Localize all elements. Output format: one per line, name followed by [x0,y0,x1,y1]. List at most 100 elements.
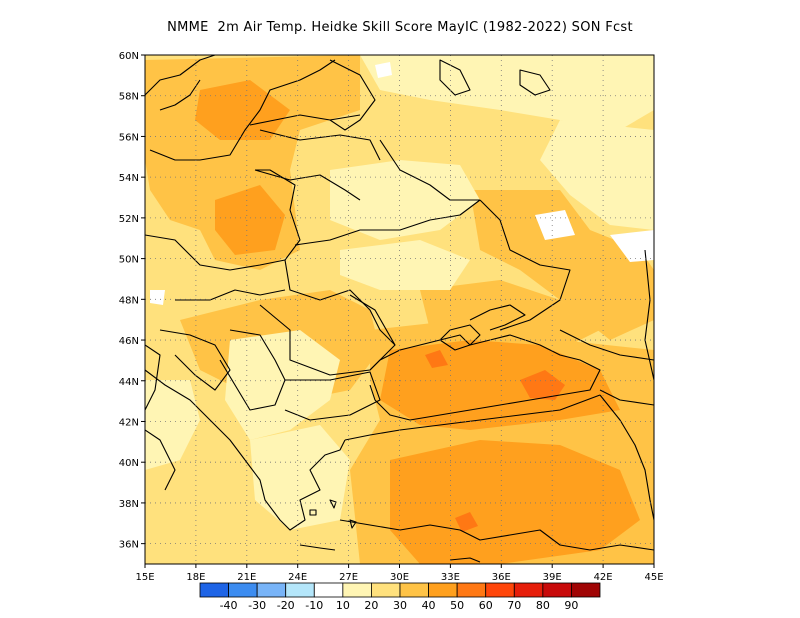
scandinavia-coast [145,55,216,111]
colorbar-swatch [571,582,601,598]
lithuania-belarus-border [254,169,361,201]
lake-onega [519,69,551,96]
azov-sea [469,304,526,331]
serbia-border [219,329,286,411]
field-lt10-adriatic [150,290,165,305]
field-10-20-italy [145,380,200,470]
lat-tick-label: 54N [119,173,139,184]
colorbar-label: 80 [536,599,550,612]
colorbar-swatch [399,582,429,598]
bulgaria-border [284,371,381,421]
lat-tick-label: 52N [119,214,139,225]
caspian-coast [644,249,654,381]
romania-border [259,294,396,376]
colorbar-label: -20 [277,599,295,612]
hungary-slovakia [175,289,286,301]
gulf-of-finland [329,59,376,131]
field-30-40-northeast [470,190,654,340]
field-10-20-russia [540,120,654,230]
ukraine-south-border [284,259,396,346]
turkey-east-border [599,394,654,521]
field-50-60-caucasus [520,370,565,400]
caucasus-border [559,329,654,406]
lon-tick-label: 39E [543,572,562,583]
colorbar-label: 90 [564,599,578,612]
colorbar-swatch [485,582,515,598]
colorbar-label: 60 [479,599,493,612]
italy-coast [145,344,176,491]
lon-tick-label: 15E [135,572,154,583]
lat-tick-label: 48N [119,295,139,306]
colorbar-swatch [428,582,458,598]
belarus-ukraine-border [294,199,481,246]
longitude-ticks: 15E 18E 21E 24E 27E 30E 33E 36E 39E 42E 45E [135,564,664,583]
colorbar-label: -40 [220,599,238,612]
colorbar-label: 30 [393,599,407,612]
lat-tick-label: 44N [119,377,139,388]
lat-tick-label: 60N [119,51,139,62]
lon-tick-label: 21E [237,572,256,583]
lat-tick-label: 58N [119,92,139,103]
field-40-50-north-spot [195,80,290,140]
aegean-islands [299,499,357,551]
lon-tick-label: 30E [390,572,409,583]
colorbar-swatch [256,582,287,598]
lon-tick-label: 36E [492,572,511,583]
field-50-60-crimea [425,350,448,368]
coastlines-and-borders [145,55,654,563]
field-10-20-ukraine-central [340,240,470,290]
colorbar-swatch [371,582,401,598]
estonia-latvia-border [259,129,381,161]
croatia-bosnia [159,329,231,391]
turkey-north-coast [344,394,601,441]
field-50-60-anatolia-spot [455,512,478,532]
colorbar-swatch [285,582,315,598]
lon-tick-label: 24E [288,572,307,583]
black-sea-coast [369,334,601,421]
colorbar-label: -30 [248,599,266,612]
field-10-20-greece [250,425,350,530]
lon-tick-label: 18E [186,572,205,583]
lat-tick-label: 46N [119,336,139,347]
colorbar-swatch [228,582,258,598]
colorbar-swatch [542,582,572,598]
field-10-20-baltic [360,55,654,130]
colorbar-swatch [342,582,372,598]
skill-score-field [145,55,654,564]
lat-tick-label: 36N [119,540,139,551]
colorbar-label: 40 [422,599,436,612]
greece-coast [244,439,346,531]
map-title: NMME 2m Air Temp. Heidke Skill Score May… [167,20,633,35]
field-10-20-belarus [330,160,480,240]
lake-ladoga [439,59,471,96]
field-lt10-east [610,230,654,262]
lat-tick-label: 42N [119,417,139,428]
lon-tick-label: 45E [644,572,663,583]
lat-tick-label: 56N [119,132,139,143]
colorbar-label: -10 [305,599,323,612]
colorbar-swatch [313,582,344,598]
cyprus [449,557,481,563]
belarus-russia-border [379,139,480,201]
baltic-coast [149,59,361,161]
field-40-50-anatolia [390,440,640,564]
colorbar-label: 50 [450,599,464,612]
field-40-50-poland [215,185,285,255]
colorbar-label: 70 [507,599,521,612]
lon-tick-label: 33E [441,572,460,583]
adriatic-coast [145,369,246,461]
colorbar-label: 10 [336,599,350,612]
colorbar-label: 20 [364,599,378,612]
colorbar: -40 -30 -20 -10 10 20 30 40 50 60 70 80 90 [199,582,601,612]
lat-tick-label: 38N [119,499,139,510]
colorbar-swatch [513,582,544,598]
lat-tick-label: 50N [119,255,139,266]
colorbar-swatch [199,582,229,598]
colorbar-swatch [456,582,487,598]
lon-tick-label: 42E [594,572,613,583]
latitude-ticks: 36N 38N 40N 42N 44N 46N 48N 50N 52N 54N 56N 58N 60N [119,51,145,551]
turkey-south-coast [339,519,654,551]
field-lt10-north [375,62,392,78]
lon-tick-label: 27E [339,572,358,583]
